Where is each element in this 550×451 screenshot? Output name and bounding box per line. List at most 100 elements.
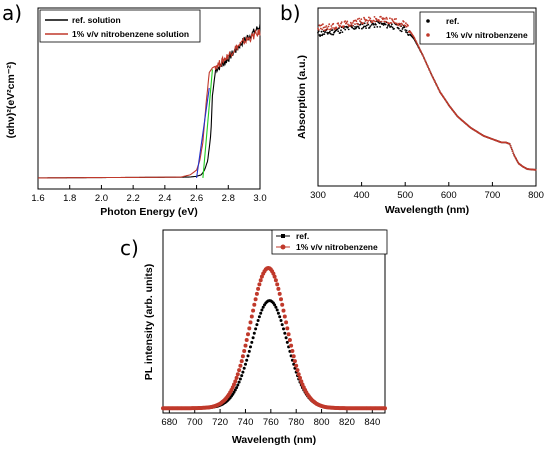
panel-c-nitrobenzene-point — [254, 291, 259, 296]
panel-c-legend-marker-nb — [280, 244, 286, 250]
panel-b-nitrobenzene-point — [432, 77, 434, 79]
panel-b-nitrobenzene-point — [416, 42, 418, 45]
panel-c-ref-point — [274, 305, 278, 309]
panel-b-ref-point — [356, 25, 358, 28]
panel-c-ref-point — [245, 358, 249, 362]
panel-b-nitrobenzene-point — [368, 19, 371, 21]
panel-c-xtick-label: 720 — [212, 417, 228, 428]
panel-b-nitrobenzene-point — [414, 38, 416, 41]
panel-b-legend-marker-ref — [426, 19, 430, 23]
panel-c-pl-spectrum: c) 680 700 720 740 760 780 800 820 840 Wavelengt… — [120, 229, 388, 446]
panel-c-ref-point — [246, 354, 250, 358]
panel-b-nitrobenzene-point — [513, 154, 515, 156]
panel-b-nitrobenzene-point — [428, 69, 431, 72]
panel-b-ref-point — [329, 30, 331, 33]
panel-b-ref-point — [320, 30, 323, 33]
panel-b-ref-point — [407, 34, 410, 36]
panel-b-nitrobenzene-point — [423, 57, 425, 59]
panel-b-nitrobenzene-point — [416, 44, 419, 46]
panel-c-nitrobenzene-point — [298, 375, 302, 380]
panel-b-ref-point — [382, 24, 385, 26]
panel-c-ref-point — [280, 323, 284, 327]
panel-b-nitrobenzene-point — [379, 15, 382, 18]
panel-b-nitrobenzene-point — [327, 25, 330, 28]
panel-b-nitrobenzene-point — [359, 20, 362, 23]
panel-b-nitrobenzene-point — [508, 143, 511, 145]
panel-b-nitrobenzene-point — [405, 25, 408, 28]
panel-b-nitrobenzene-point — [422, 55, 425, 58]
panel-b-nitrobenzene-point — [324, 29, 327, 31]
panel-b-nitrobenzene-point — [420, 51, 423, 53]
panel-b-nitrobenzene-point — [363, 18, 366, 20]
panel-c-xtick-label: 740 — [238, 417, 254, 428]
panel-b-xtick-label: 500 — [397, 190, 413, 201]
panel-c-nitrobenzene-point — [272, 274, 277, 279]
panel-b-nitrobenzene-point — [419, 49, 422, 52]
panel-b-nitrobenzene-point — [319, 27, 322, 30]
panel-b-ref-point — [357, 26, 360, 28]
panel-b-ref-point — [391, 26, 394, 29]
panel-c-ref-point — [252, 331, 256, 335]
panel-c-ref-point — [254, 327, 258, 331]
panel-b-nitrobenzene-point — [383, 20, 386, 23]
panel-b-nitrobenzene-point — [418, 46, 421, 49]
panel-b-ref-point — [386, 25, 389, 27]
panel-b-xlabel: Wavelength (nm) — [385, 204, 469, 216]
panel-b-nitrobenzene-point — [423, 58, 426, 61]
panel-b-nitrobenzene-point — [373, 16, 376, 18]
panel-b-ref-point — [402, 26, 404, 29]
panel-a-ylabel: (αhν)²(eV²cm⁻²) — [5, 62, 17, 139]
panel-b-nitrobenzene-point — [437, 87, 439, 89]
panel-b-ref-point — [324, 31, 326, 34]
panel-a-xtick-label: 2.6 — [190, 193, 203, 204]
panel-c-nitrobenzene-point — [285, 326, 290, 331]
panel-b-nitrobenzene-point — [389, 17, 391, 20]
panel-c-xlabel: Wavelength (nm) — [232, 434, 316, 446]
panel-c-nitrobenzene-point — [252, 302, 257, 307]
panel-c-nitrobenzene-point — [257, 282, 262, 287]
panel-a-fit-line-blue — [196, 87, 210, 178]
panel-b-nitrobenzene-point — [350, 23, 353, 25]
panel-b-ref-point — [365, 27, 367, 29]
panel-c-nitrobenzene-point — [289, 343, 294, 348]
panel-b-nitrobenzene-point — [511, 148, 513, 151]
panel-b-nitrobenzene-point — [368, 16, 370, 19]
panel-b-ref-point — [365, 24, 368, 27]
panel-c-nitrobenzene-point — [233, 379, 238, 384]
panel-b-nitrobenzene-point — [363, 16, 365, 19]
panel-c-nitrobenzene-point — [253, 297, 258, 302]
panel-b-nitrobenzene-point — [330, 25, 333, 27]
panel-c-nitrobenzene-point — [282, 314, 287, 319]
panel-c-ref-point — [238, 377, 242, 381]
panel-b-ref-point — [405, 31, 407, 33]
panel-b-nitrobenzene-point — [393, 18, 396, 21]
panel-c-nitrobenzene-point — [299, 379, 304, 384]
panel-b-ref-point — [351, 26, 354, 29]
panel-b-nitrobenzene-point — [319, 24, 321, 27]
panel-b-nitrobenzene-point — [328, 23, 331, 26]
panel-b-nitrobenzene-point — [512, 152, 515, 155]
panel-b-nitrobenzene-point — [320, 24, 323, 27]
panel-b-nitrobenzene-point — [399, 25, 402, 27]
panel-c-legend-nb: 1% v/v nitrobenzene — [296, 242, 378, 252]
panel-c-ref-point — [233, 388, 237, 392]
panel-b-ref-point — [375, 23, 377, 26]
panel-b-nitrobenzene-point — [346, 20, 349, 23]
panel-b-nitrobenzene-point — [432, 78, 435, 81]
panel-c-ref-point — [237, 380, 241, 384]
panel-c-nitrobenzene-point — [294, 363, 299, 368]
panel-b-nitrobenzene-point — [388, 22, 391, 25]
panel-c-nitrobenzene-point — [276, 286, 281, 291]
panel-c-ref-point — [247, 349, 251, 353]
panel-b-nitrobenzene-point — [324, 26, 326, 28]
panel-a-ref-solution-line — [38, 24, 261, 179]
panel-b-nitrobenzene-point — [317, 28, 320, 31]
panel-b-nitrobenzene-point — [365, 19, 368, 22]
panel-c-xtick-label: 700 — [187, 417, 203, 428]
panel-b-nitrobenzene-point — [322, 23, 324, 26]
panel-b-ref-point — [373, 26, 376, 28]
panel-c-nitrobenzene-point — [296, 372, 301, 377]
panel-b-ref-point — [369, 25, 372, 27]
panel-b-nitrobenzene-point — [390, 22, 393, 24]
panel-c-xtick-label: 680 — [161, 417, 177, 428]
